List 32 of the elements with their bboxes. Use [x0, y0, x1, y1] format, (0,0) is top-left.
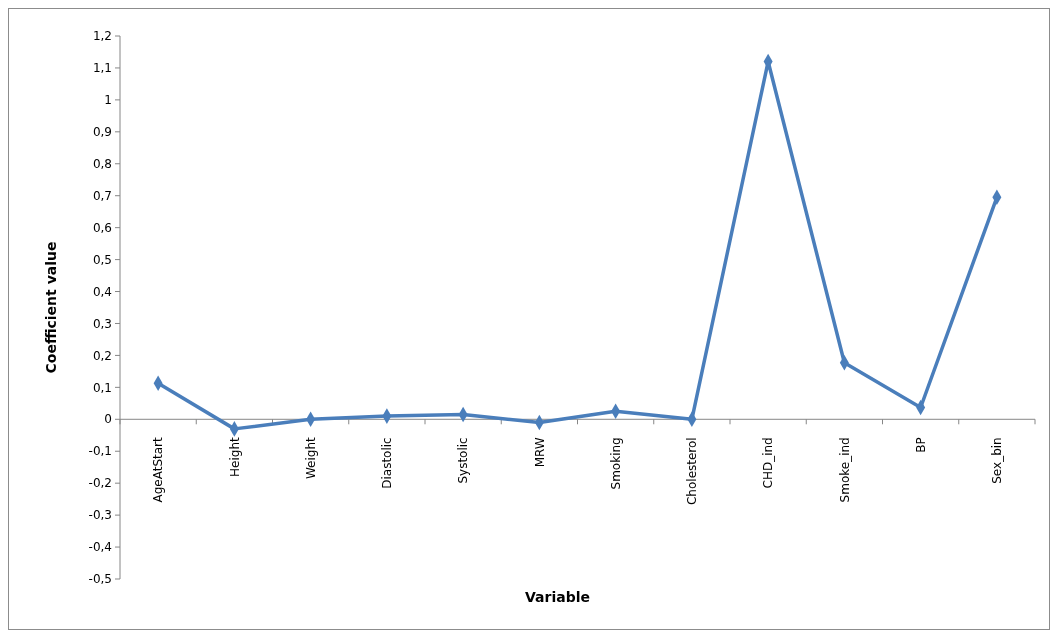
x-tick-label: Diastolic	[380, 437, 395, 489]
x-tick-label: Weight	[303, 437, 318, 480]
y-tick-label: -0,3	[88, 508, 112, 523]
y-tick-label: 0,9	[92, 125, 112, 140]
x-tick-label: MRW	[532, 437, 547, 468]
x-tick-label: CHD_ind	[761, 437, 776, 489]
y-tick-label: 0,7	[92, 188, 112, 203]
y-tick-label: 0,3	[92, 316, 112, 331]
x-tick-label: Height	[227, 437, 242, 477]
y-tick-label: 0,1	[92, 380, 112, 395]
y-tick-label: -0,1	[88, 444, 112, 459]
x-tick-label: AgeAtStart	[151, 437, 166, 503]
y-tick-label: -0,2	[88, 476, 112, 491]
y-tick-label: -0,4	[88, 540, 112, 555]
x-tick-label: Smoking	[608, 437, 623, 490]
y-tick-label: -0,5	[88, 572, 112, 587]
x-axis-title: Variable	[525, 589, 590, 605]
y-tick-label: 0	[104, 412, 112, 427]
y-tick-label: 0,8	[92, 156, 112, 171]
x-tick-label: Smoke_ind	[837, 437, 852, 503]
x-tick-label: BP	[913, 437, 928, 453]
x-tick-label: Cholesterol	[685, 437, 700, 506]
x-tick-label: Systolic	[456, 437, 471, 484]
y-tick-label: 0,5	[92, 252, 112, 267]
x-tick-label: Sex_bin	[990, 437, 1005, 484]
y-tick-label: 1,2	[92, 29, 112, 44]
y-tick-label: 0,4	[92, 284, 112, 299]
y-tick-label: 1,1	[92, 61, 112, 76]
y-axis-title: Coefficient value	[43, 241, 59, 374]
y-tick-label: 0,6	[92, 220, 112, 235]
y-tick-label: 0,2	[92, 348, 112, 363]
y-tick-label: 1	[104, 93, 112, 108]
